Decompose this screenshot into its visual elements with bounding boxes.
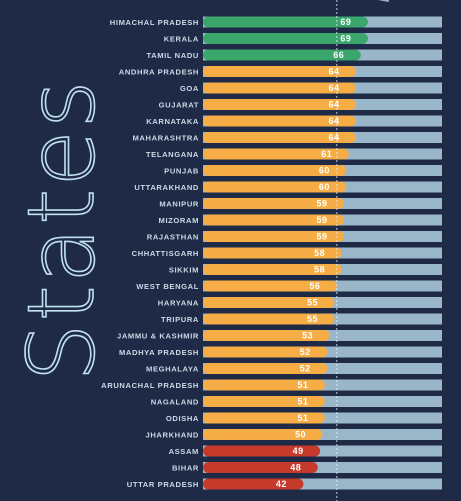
state-label: TRIPURA — [161, 315, 199, 324]
reference-marker — [377, 0, 389, 2]
value-label: 64 — [328, 83, 339, 93]
state-label: SIKKIM — [169, 265, 199, 274]
bar — [203, 396, 325, 407]
state-label: UTTARAKHAND — [134, 183, 199, 192]
bar — [203, 297, 335, 308]
bar — [203, 115, 356, 127]
state-label: MAHARASHTRA — [132, 133, 199, 142]
value-label: 69 — [340, 34, 351, 44]
value-label: 51 — [297, 380, 308, 390]
bar — [203, 148, 349, 160]
state-label: ODISHA — [166, 414, 199, 423]
bar — [203, 181, 347, 193]
bar — [203, 429, 323, 440]
bar-track — [203, 445, 442, 457]
state-label: HIMACHAL PRADESH — [110, 18, 199, 27]
value-label: 64 — [328, 133, 339, 143]
state-label: UTTAR PRADESH — [127, 480, 199, 489]
bar — [203, 313, 335, 325]
bar — [203, 346, 328, 358]
state-label: ASSAM — [169, 447, 199, 456]
state-label: HARYANA — [158, 298, 199, 307]
bar — [203, 16, 368, 28]
value-label: 52 — [300, 364, 311, 374]
value-label: 48 — [290, 463, 301, 473]
state-label: WEST BENGAL — [136, 282, 199, 291]
bar — [203, 363, 328, 374]
state-label: TELANGANA — [146, 150, 199, 159]
bar — [203, 412, 325, 424]
bar — [203, 280, 337, 292]
state-label: CHHATTISGARH — [132, 249, 199, 258]
state-label: PUNJAB — [164, 166, 199, 175]
state-label: RAJASTHAN — [147, 232, 199, 241]
value-label: 53 — [302, 331, 313, 341]
value-label: 51 — [297, 413, 308, 423]
value-label: 49 — [293, 446, 304, 456]
value-label: 58 — [314, 248, 325, 258]
state-label: MANIPUR — [159, 199, 199, 208]
value-label: 60 — [319, 166, 330, 176]
bar — [203, 330, 330, 341]
bar — [203, 66, 356, 77]
state-label: KARNATAKA — [146, 117, 199, 126]
bar — [203, 247, 342, 259]
bar — [203, 379, 325, 391]
value-label: 56 — [309, 281, 320, 291]
value-label: 64 — [328, 100, 339, 110]
state-label: MIZORAM — [159, 216, 199, 225]
bar — [203, 33, 368, 44]
value-label: 60 — [319, 182, 330, 192]
value-label: 42 — [276, 479, 287, 489]
state-label: MEGHALAYA — [146, 364, 199, 373]
bar — [203, 198, 345, 209]
state-label: JHARKHAND — [146, 430, 200, 439]
value-label: 64 — [328, 116, 339, 126]
value-label: 66 — [333, 50, 344, 60]
bar-track — [203, 478, 442, 490]
value-label: 59 — [317, 215, 328, 225]
state-labels: HIMACHAL PRADESH KERALA TAMIL NADU ANDHRA P… — [101, 18, 200, 489]
state-label: GOA — [180, 84, 199, 93]
state-label: GUJARAT — [159, 100, 199, 109]
state-label: NAGALAND — [151, 397, 199, 406]
state-label: BIHAR — [172, 463, 199, 472]
value-label: 58 — [314, 265, 325, 275]
state-label: MADHYA PRADESH — [119, 348, 199, 357]
bar — [203, 264, 342, 275]
bar — [203, 99, 356, 110]
value-label: 69 — [340, 17, 351, 27]
bars — [203, 16, 368, 490]
state-label: JAMMU & KASHMIR — [117, 331, 199, 340]
value-label: 59 — [317, 199, 328, 209]
state-label: ARUNACHAL PRADESH — [101, 381, 199, 390]
bar — [203, 165, 347, 176]
bar — [203, 462, 318, 473]
bar — [203, 478, 304, 490]
value-label: 55 — [307, 298, 318, 308]
state-label: KERALA — [164, 34, 199, 43]
bar — [203, 49, 361, 61]
bar — [203, 445, 321, 457]
value-label: 50 — [295, 430, 306, 440]
bar — [203, 82, 356, 94]
value-label: 59 — [317, 232, 328, 242]
state-label: TAMIL NADU — [146, 51, 199, 60]
bar-track — [203, 462, 442, 473]
bar — [203, 214, 345, 226]
value-label: 55 — [307, 314, 318, 324]
value-label: 52 — [300, 347, 311, 357]
value-label: 51 — [297, 397, 308, 407]
bar — [203, 132, 356, 143]
value-label: 64 — [328, 67, 339, 77]
bar — [203, 231, 345, 242]
value-label: 61 — [321, 149, 332, 159]
state-label: ANDHRA PRADESH — [119, 67, 199, 76]
value-labels: 69 69 66 64 64 64 64 64 61 60 60 59 59 59 58 58 56 55 55 53… — [276, 17, 351, 489]
